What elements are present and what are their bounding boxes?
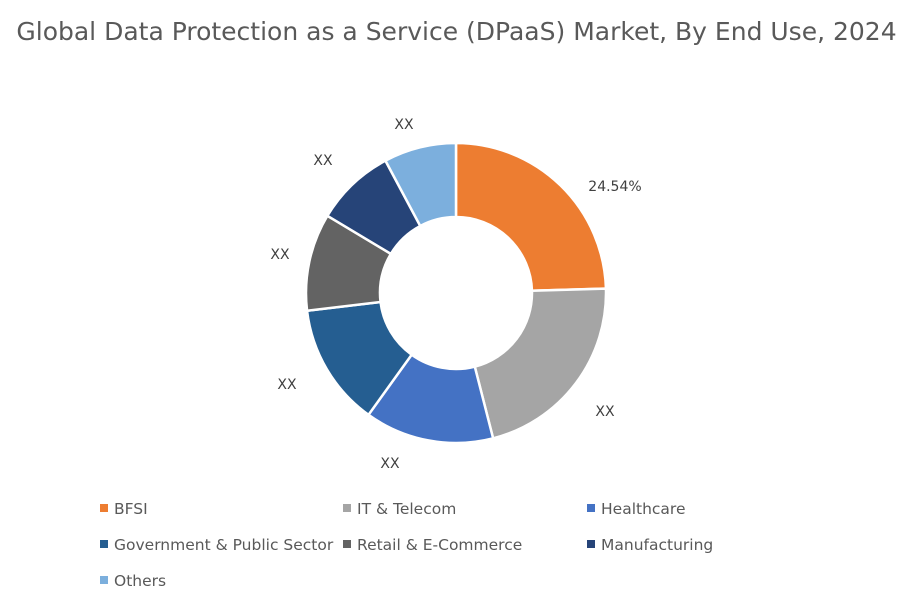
- legend-swatch: [100, 503, 108, 512]
- slice-others: [383, 141, 458, 228]
- legend-label: BFSI: [114, 500, 148, 518]
- data-label: XX: [380, 456, 400, 472]
- slice-bfsi: [454, 141, 608, 293]
- legend-swatch: [587, 503, 595, 512]
- slice-it-telecom: [473, 287, 608, 440]
- legend-item: Retail & E-Commerce: [343, 536, 522, 554]
- legend-swatch: [343, 503, 351, 512]
- data-label: XX: [277, 377, 297, 393]
- data-label: XX: [394, 117, 414, 133]
- legend-item: BFSI: [100, 500, 148, 518]
- data-label: XX: [313, 153, 333, 169]
- data-label: XX: [595, 404, 615, 420]
- legend-label: IT & Telecom: [357, 500, 457, 518]
- legend-item: Government & Public Sector: [100, 536, 333, 554]
- legend-item: Healthcare: [587, 500, 686, 518]
- legend-label: Others: [114, 572, 167, 590]
- legend-label: Manufacturing: [601, 536, 714, 554]
- legend-swatch: [100, 539, 108, 548]
- legend-label: Retail & E-Commerce: [357, 536, 523, 554]
- legend-swatch: [343, 539, 351, 548]
- legend-label: Government & Public Sector: [114, 536, 334, 554]
- data-label: XX: [270, 247, 290, 263]
- legend-item: Manufacturing: [587, 536, 713, 554]
- legend-label: Healthcare: [601, 500, 686, 518]
- legend-item: Others: [100, 572, 166, 590]
- legend-item: IT & Telecom: [343, 500, 456, 518]
- data-label: 24.54%: [588, 179, 641, 195]
- legend-swatch: [100, 575, 108, 584]
- legend-swatch: [587, 539, 595, 548]
- chart-title: Global Data Protection as a Service (DPa…: [16, 17, 897, 46]
